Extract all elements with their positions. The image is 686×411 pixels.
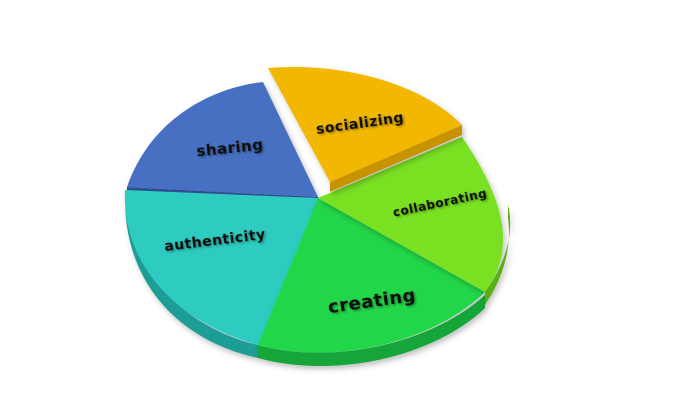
slice-sharing-top — [127, 82, 318, 197]
slice-creating — [258, 198, 485, 366]
slice-creating-side — [258, 295, 485, 366]
slice-collaborating-side — [485, 205, 511, 305]
slice-socializing-side — [330, 125, 462, 192]
slice-socializing-top — [268, 66, 462, 182]
slice-collaborating — [318, 137, 511, 305]
slice-creating-top — [258, 198, 485, 353]
slice-authenticity — [124, 190, 318, 358]
slice-socializing — [268, 66, 462, 192]
slice-authenticity-side — [125, 190, 258, 358]
slice-collaborating-top — [318, 137, 504, 292]
slice-authenticity-top — [124, 190, 318, 345]
